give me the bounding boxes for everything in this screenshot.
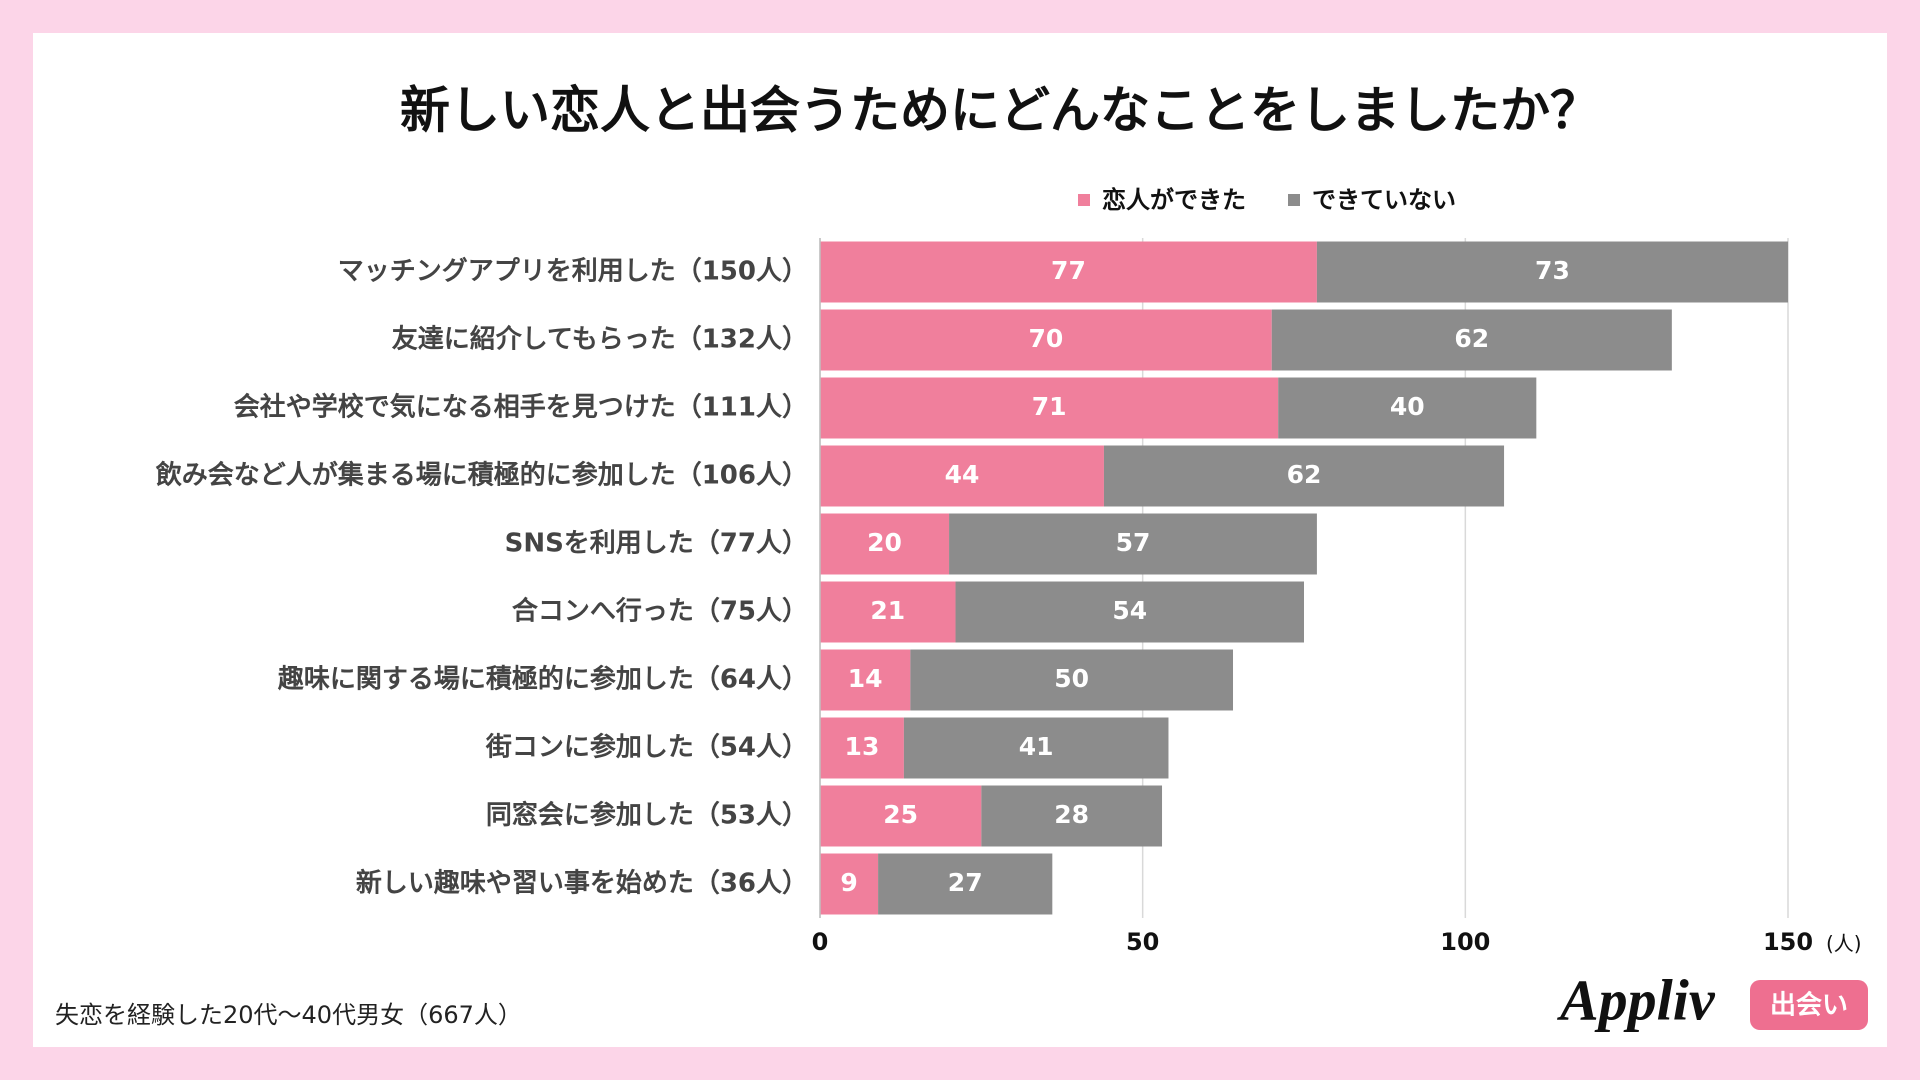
x-tick-label: 150 (1763, 928, 1813, 956)
value-label: 62 (1454, 324, 1489, 353)
bar-segment (981, 785, 1163, 847)
bar-segment (1271, 309, 1672, 371)
legend-swatch (1078, 194, 1090, 206)
bar-segment (820, 377, 1279, 439)
logo-badge (1750, 980, 1868, 1030)
value-label: 73 (1535, 256, 1570, 285)
value-label: 27 (948, 868, 983, 897)
bar-segment (955, 581, 1304, 643)
value-label: 25 (883, 800, 918, 829)
value-label: 13 (845, 732, 880, 761)
value-label: 77 (1051, 256, 1086, 285)
y-tick-label: 飲み会など人が集まる場に積極的に参加した（106人） (155, 460, 808, 491)
legend-label: 恋人ができた (1102, 186, 1246, 214)
bar-segment (820, 717, 904, 779)
y-tick-label: 合コンへ行った（75人） (512, 596, 808, 627)
y-tick-label: 新しい趣味や習い事を始めた（36人） (356, 868, 808, 899)
bar-segment (1316, 241, 1788, 303)
x-tick-label: 50 (1126, 928, 1159, 956)
bar-segment (820, 581, 956, 643)
bar-segment (910, 649, 1234, 711)
logo-badge-text: 出会い (1770, 991, 1848, 1021)
bar-segment (820, 445, 1104, 507)
y-tick-label: 同窓会に参加した（53人） (486, 800, 808, 831)
value-label: 50 (1054, 664, 1089, 693)
y-tick-label: 会社や学校で気になる相手を見つけた（111人） (234, 392, 808, 423)
legend-label: できていない (1312, 186, 1456, 214)
value-label: 9 (840, 868, 857, 897)
logo: Appliv (1557, 967, 1716, 1032)
bar-segment (1103, 445, 1505, 507)
value-label: 71 (1032, 392, 1067, 421)
legend-swatch (1288, 194, 1300, 206)
x-unit: (人) (1826, 932, 1862, 956)
value-label: 21 (870, 596, 905, 625)
y-tick-label: 街コンに参加した（54人） (485, 732, 808, 763)
bar-segment (820, 853, 879, 915)
y-tick-label: 友達に紹介してもらった（132人） (392, 324, 808, 355)
value-label: 41 (1019, 732, 1054, 761)
value-label: 20 (867, 528, 902, 557)
bar-segment (820, 241, 1317, 303)
bar-segment (903, 717, 1169, 779)
value-label: 28 (1054, 800, 1089, 829)
value-label: 54 (1112, 596, 1147, 625)
bar-segment (1278, 377, 1537, 439)
bar-segment (820, 309, 1272, 371)
bar-segment (878, 853, 1053, 915)
chart-title: 新しい恋人と出会うためにどんなことをしましたか？ (400, 82, 1600, 140)
note: 失恋を経験した20代〜40代男女（667人） (55, 1001, 522, 1029)
bar-segment (820, 649, 911, 711)
y-tick-label: 趣味に関する場に積極的に参加した（64人） (277, 664, 808, 695)
y-tick-label: マッチングアプリを利用した（150人） (338, 257, 808, 287)
bar-segment (820, 785, 982, 847)
x-tick-label: 0 (812, 928, 829, 956)
value-label: 40 (1390, 392, 1425, 421)
value-label: 57 (1116, 528, 1151, 557)
value-label: 14 (848, 664, 883, 693)
x-tick-label: 100 (1440, 928, 1490, 956)
value-label: 70 (1028, 324, 1063, 353)
bar-segment (949, 513, 1317, 575)
bar-segment (820, 513, 950, 575)
value-label: 62 (1287, 460, 1322, 489)
value-label: 44 (945, 460, 980, 489)
y-tick-label: SNSを利用した（77人） (505, 529, 808, 559)
